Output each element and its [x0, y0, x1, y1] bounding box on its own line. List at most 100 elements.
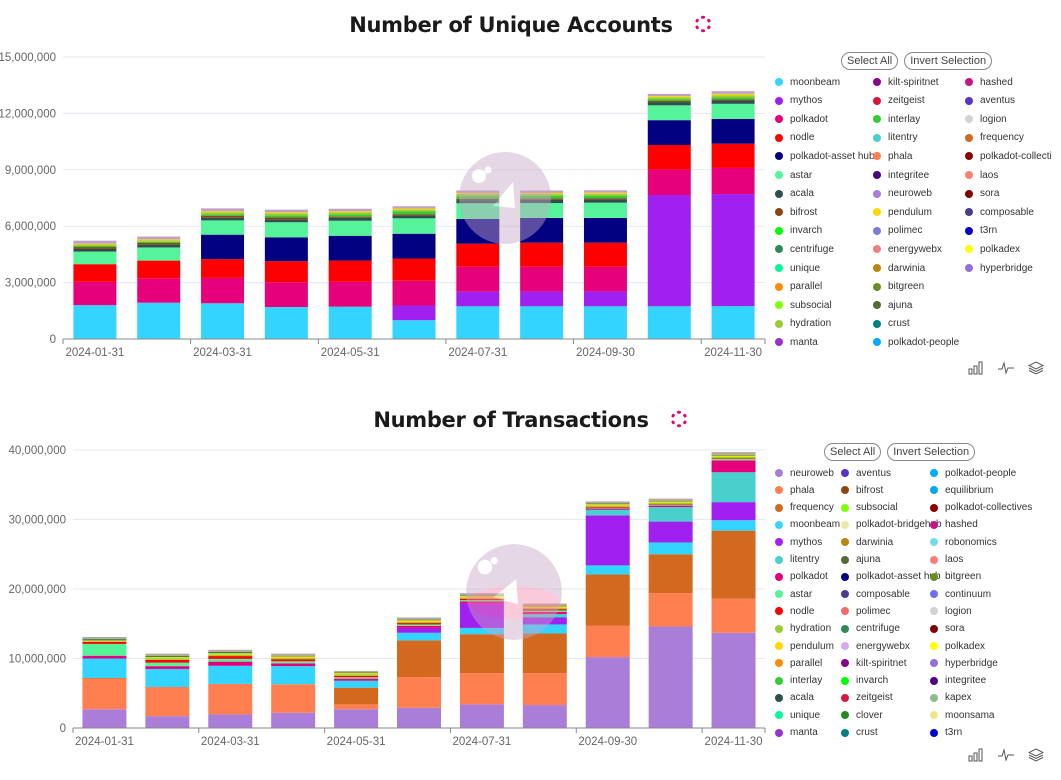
- bar-segment-hydration[interactable]: [208, 654, 253, 657]
- bar-segment-others[interactable]: [459, 593, 504, 596]
- legend-item[interactable]: ajuna: [873, 299, 912, 311]
- bar-segment-moonbeam[interactable]: [328, 306, 372, 339]
- bar-segment-polkadot[interactable]: [711, 460, 756, 473]
- bar-segment-astar[interactable]: [583, 202, 627, 218]
- bar-segment-bifrost[interactable]: [456, 198, 500, 201]
- bar-segment-others[interactable]: [456, 190, 500, 193]
- bar-segment-polkadot[interactable]: [647, 169, 691, 195]
- bar-segment-polkadot[interactable]: [520, 266, 564, 292]
- bar-segment-polkadot-asset-hub[interactable]: [583, 217, 627, 243]
- stack-icon[interactable]: [1027, 748, 1045, 762]
- bar-segment-astar[interactable]: [397, 624, 441, 626]
- legend-item[interactable]: frequency: [965, 132, 1024, 144]
- line-chart-icon[interactable]: [998, 361, 1014, 375]
- bar-segment-interlay[interactable]: [328, 214, 372, 217]
- bar-segment-astar[interactable]: [271, 661, 316, 664]
- bar-stack[interactable]: [145, 653, 190, 728]
- legend-item[interactable]: acala: [775, 188, 814, 200]
- bar-segment-polkadot[interactable]: [145, 666, 190, 669]
- legend-item[interactable]: subsocial: [775, 299, 832, 311]
- legend-item[interactable]: composable: [841, 588, 910, 600]
- bar-segment-polkadot[interactable]: [328, 281, 372, 307]
- bar-segment-interlay[interactable]: [73, 245, 117, 248]
- bar-segment-hydration[interactable]: [711, 95, 755, 98]
- bar-segment-litentry[interactable]: [522, 614, 567, 618]
- bar-segment-litentry[interactable]: [585, 509, 630, 516]
- bar-segment-astar[interactable]: [73, 251, 117, 265]
- bar-segment-frequency[interactable]: [397, 640, 441, 678]
- bar-segment-frequency[interactable]: [648, 554, 693, 594]
- bar-segment-hydration[interactable]: [82, 641, 127, 642]
- bar-segment-nodle[interactable]: [137, 260, 181, 279]
- bar-segment-polkadot[interactable]: [397, 625, 441, 628]
- bar-segment-manta[interactable]: [392, 305, 436, 321]
- bar-segment-bifrost[interactable]: [647, 100, 691, 103]
- legend-item[interactable]: nodle: [775, 132, 814, 144]
- bar-segment-nodle[interactable]: [82, 641, 127, 644]
- legend-item[interactable]: bifrost: [841, 484, 883, 496]
- bar-segment-others[interactable]: [392, 206, 436, 209]
- bar-segment-frequency[interactable]: [585, 574, 630, 626]
- legend-item[interactable]: crust: [841, 727, 878, 739]
- legend-item[interactable]: litentry: [873, 132, 917, 144]
- legend-item[interactable]: neuroweb: [873, 188, 932, 200]
- bar-segment-bifrost[interactable]: [711, 99, 755, 101]
- bar-segment-phala[interactable]: [711, 598, 756, 633]
- bar-segment-manta[interactable]: [711, 194, 755, 307]
- bar-stack[interactable]: [711, 452, 756, 728]
- bar-segment-bifrost[interactable]: [328, 216, 372, 218]
- bar-segment-neuroweb[interactable]: [271, 712, 316, 728]
- bar-segment-phala[interactable]: [585, 625, 630, 658]
- bar-segment-centrifuge[interactable]: [522, 605, 567, 607]
- bar-segment-nodle[interactable]: [711, 143, 755, 168]
- bar-segment-others[interactable]: [264, 209, 308, 213]
- bar-segment-nodle[interactable]: [583, 242, 627, 267]
- bar-segment-manta[interactable]: [520, 291, 564, 307]
- legend-item[interactable]: pendulum: [775, 640, 834, 652]
- bar-segment-phala[interactable]: [459, 673, 504, 705]
- bar-segment-others[interactable]: [208, 649, 253, 652]
- bar-segment-phala[interactable]: [334, 704, 379, 710]
- bar-segment-others[interactable]: [82, 636, 127, 640]
- bar-segment-centrifuge[interactable]: [208, 651, 253, 654]
- bar-segment-moonbeam[interactable]: [520, 306, 564, 339]
- bar-segment-others[interactable]: [137, 236, 181, 240]
- bar-segment-litentry[interactable]: [711, 472, 756, 503]
- bar-segment-nodle[interactable]: [145, 659, 190, 663]
- bar-segment-polkadot[interactable]: [459, 601, 504, 604]
- legend-item[interactable]: equilibrium: [930, 484, 993, 496]
- bar-segment-astar[interactable]: [585, 507, 630, 509]
- bar-segment-polkadot-asset-hub[interactable]: [647, 120, 691, 145]
- bar-segment-bifrost[interactable]: [201, 215, 245, 218]
- legend-item[interactable]: astar: [775, 588, 812, 600]
- bar-segment-litentry[interactable]: [648, 506, 693, 522]
- bar-segment-mythos[interactable]: [459, 603, 504, 628]
- legend-item[interactable]: bitgreen: [930, 571, 981, 583]
- bar-segment-pendulum[interactable]: [82, 640, 127, 642]
- legend-item[interactable]: integritee: [930, 675, 986, 687]
- bar-segment-astar[interactable]: [522, 610, 567, 612]
- bar-stack[interactable]: [647, 93, 691, 339]
- legend-item[interactable]: crust: [873, 318, 910, 330]
- bar-segment-polkadot[interactable]: [585, 508, 630, 510]
- bar-stack[interactable]: [585, 501, 630, 728]
- bar-segment-astar[interactable]: [328, 220, 372, 236]
- bar-segment-nodle[interactable]: [208, 656, 253, 659]
- legend-item[interactable]: interlay: [873, 113, 920, 125]
- bar-segment-astar[interactable]: [208, 658, 253, 662]
- bar-segment-others[interactable]: [145, 653, 190, 656]
- bar-stack[interactable]: [648, 498, 693, 728]
- bar-segment-acala[interactable]: [328, 217, 372, 221]
- bar-segment-nodle[interactable]: [264, 261, 308, 283]
- bar-segment-acala[interactable]: [137, 244, 181, 248]
- bar-segment-others[interactable]: [647, 93, 691, 97]
- bar-segment-frequency[interactable]: [459, 634, 504, 674]
- bar-segment-bifrost[interactable]: [73, 247, 117, 249]
- bar-segment-others[interactable]: [271, 653, 316, 656]
- legend-item[interactable]: darwinia: [873, 262, 925, 274]
- bar-segment-moonbeam[interactable]: [711, 306, 755, 339]
- legend-item[interactable]: parallel: [775, 657, 822, 669]
- bar-segment-others[interactable]: [397, 617, 441, 620]
- bar-stack[interactable]: [82, 636, 127, 728]
- bar-segment-pendulum[interactable]: [208, 653, 253, 655]
